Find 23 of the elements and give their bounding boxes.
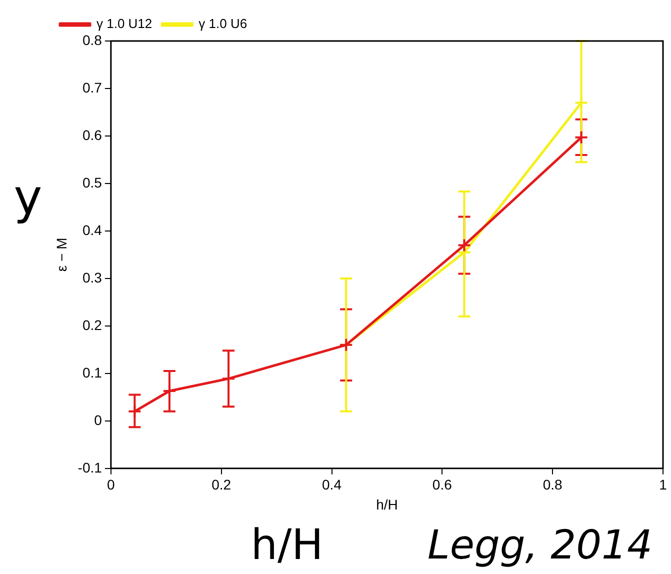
- legend-label: γ 1.0 U12: [96, 16, 152, 32]
- y-tick-label: 0.5: [82, 174, 102, 190]
- text: h/H: [250, 520, 324, 569]
- x-axis-title: h/H: [376, 496, 398, 512]
- y-tick-label: 0.3: [82, 269, 102, 286]
- x-tick-label: 0.2: [212, 476, 232, 493]
- text: Legg, 2014: [428, 522, 652, 568]
- y-tick-label: 0.6: [82, 126, 102, 143]
- x-tick-label: 1: [659, 476, 668, 493]
- x-tick-label: 0.6: [432, 476, 452, 493]
- x-tick-label: 0.4: [322, 476, 342, 493]
- legend-label: γ 1.0 U6: [198, 16, 248, 32]
- x-tick-label: 0.8: [542, 476, 563, 493]
- y-tick-label: 0: [94, 412, 102, 428]
- y-tick-label: 0.7: [82, 79, 102, 96]
- text: y: [14, 169, 42, 226]
- y-tick-label: 0.8: [82, 32, 102, 48]
- y-axis-title: ε − M: [53, 238, 70, 272]
- y-tick-label: 0.1: [82, 364, 102, 380]
- y-tick-label: 0.4: [82, 222, 102, 238]
- y-tick-label: -0.1: [78, 459, 102, 476]
- x-tick-label: 0: [107, 476, 116, 493]
- y-tick-label: 0.2: [82, 316, 102, 333]
